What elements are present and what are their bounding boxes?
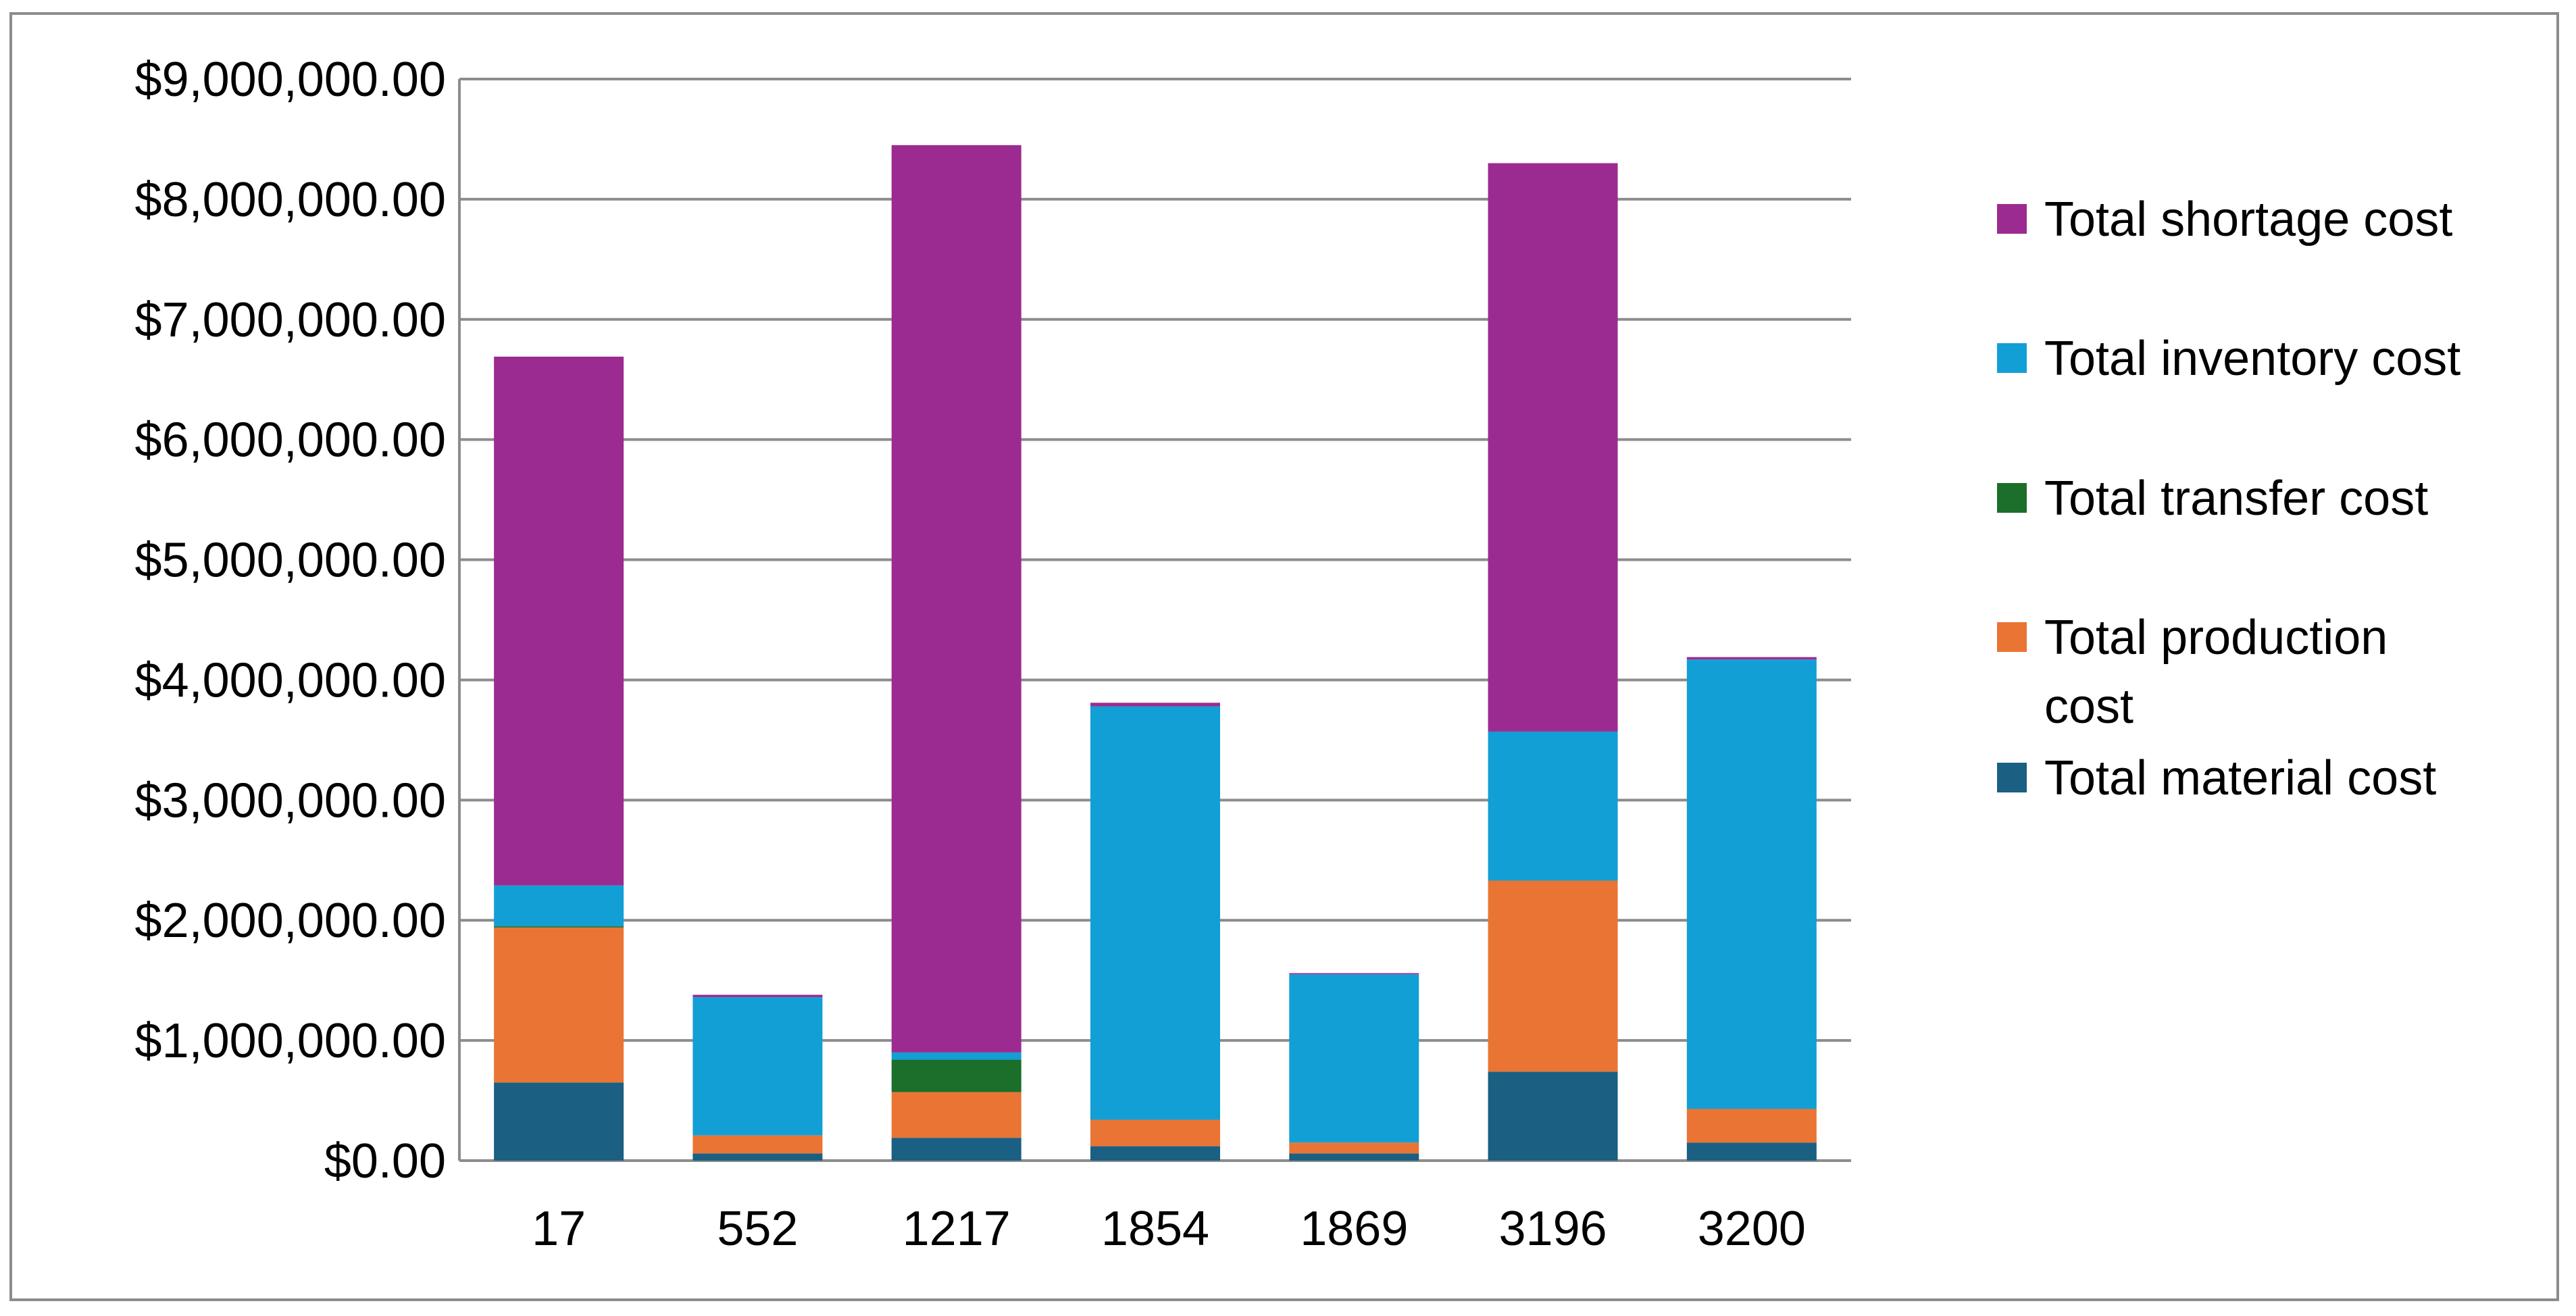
bar-segment-total-shortage-cost-552 (692, 994, 823, 998)
x-tick-label: 1869 (1300, 1202, 1408, 1256)
y-tick-label: $6,000,000.00 (135, 413, 446, 467)
x-tick-label: 1854 (1101, 1202, 1209, 1256)
bar-segment-total-shortage-cost-1217 (891, 145, 1021, 1053)
legend-swatch-total-production-cost (1997, 622, 2027, 652)
bar-segment-total-shortage-cost-3196 (1488, 163, 1618, 732)
legend-label: Total shortage cost (2044, 193, 2452, 247)
legend-label: Total production cost (2044, 611, 2388, 734)
x-tick-label: 3200 (1698, 1202, 1806, 1256)
x-tick-label: 552 (717, 1202, 798, 1256)
x-tick-label: 17 (532, 1202, 586, 1256)
stacked-bar-chart: $0.00 $1,000,000.00 $2,000,000.00 $3,000,00… (135, 53, 2461, 1256)
bar-segment-total-production-cost-1854 (1090, 1119, 1220, 1146)
legend-label: Total inventory cost (2044, 332, 2460, 386)
x-tick-label: 3196 (1498, 1202, 1607, 1256)
bar-segment-total-inventory-cost-1217 (891, 1052, 1021, 1060)
bar-segment-total-inventory-cost-3196 (1488, 731, 1618, 881)
bar-segment-total-transfer-cost-17 (494, 926, 624, 928)
bar-segment-total-material-cost-1869 (1289, 1153, 1419, 1161)
y-tick-label: $0.00 (324, 1134, 446, 1188)
bar-segment-total-production-cost-3200 (1686, 1109, 1817, 1143)
legend-label: Total transfer cost (2044, 472, 2428, 526)
bar-segment-total-material-cost-552 (692, 1153, 823, 1161)
y-tick-label: $8,000,000.00 (135, 173, 446, 227)
y-tick-label: $5,000,000.00 (135, 534, 446, 588)
bar-segment-total-production-cost-1217 (891, 1092, 1021, 1138)
bar-segment-total-production-cost-552 (692, 1135, 823, 1154)
bar-segment-total-inventory-cost-17 (494, 885, 624, 927)
bar-segment-total-shortage-cost-1869 (1289, 973, 1419, 975)
bar-segment-total-inventory-cost-1854 (1090, 706, 1220, 1120)
y-tick-label: $2,000,000.00 (135, 894, 446, 948)
y-tick-label: $7,000,000.00 (135, 293, 446, 347)
y-tick-label: $3,000,000.00 (135, 774, 446, 828)
chart-area: $0.00 $1,000,000.00 $2,000,000.00 $3,000,00… (9, 12, 2559, 1301)
bar-segment-total-inventory-cost-1869 (1289, 974, 1419, 1143)
bar-segment-total-production-cost-1869 (1289, 1142, 1419, 1154)
bar-segment-total-material-cost-1854 (1090, 1146, 1220, 1161)
bar-segment-total-shortage-cost-1854 (1090, 703, 1220, 707)
bar-segment-total-production-cost-17 (494, 927, 624, 1083)
bar-segment-total-shortage-cost-3200 (1686, 657, 1817, 660)
bar-segment-total-inventory-cost-552 (692, 997, 823, 1136)
bar-segment-total-inventory-cost-3200 (1686, 659, 1817, 1109)
legend-label: Total material cost (2044, 751, 2436, 805)
legend-swatch-total-inventory-cost (1997, 343, 2027, 373)
bar-segment-total-production-cost-3196 (1488, 880, 1618, 1072)
legend-label-line: cost (2044, 680, 2133, 734)
legend-swatch-total-transfer-cost (1997, 483, 2027, 513)
bar-segment-total-material-cost-1217 (891, 1138, 1021, 1161)
x-tick-label: 1217 (903, 1202, 1011, 1256)
legend-swatch-total-material-cost (1997, 763, 2027, 792)
y-tick-label: $1,000,000.00 (135, 1014, 446, 1068)
legend-swatch-total-shortage-cost (1997, 204, 2027, 234)
legend-label-line: Total production (2044, 611, 2388, 665)
y-tick-label: $9,000,000.00 (135, 53, 446, 107)
bar-segment-total-material-cost-3196 (1488, 1071, 1618, 1161)
bar-segment-total-material-cost-3200 (1686, 1142, 1817, 1161)
bar-segment-total-shortage-cost-17 (494, 356, 624, 886)
bar-segment-total-transfer-cost-1217 (891, 1059, 1021, 1092)
y-tick-label: $4,000,000.00 (135, 653, 446, 707)
bar-segment-total-material-cost-17 (494, 1082, 624, 1161)
